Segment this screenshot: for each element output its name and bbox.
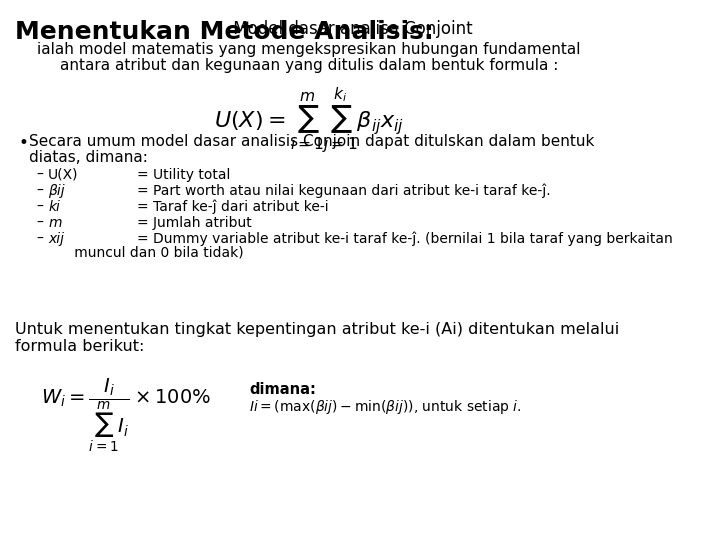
Text: ki: ki xyxy=(48,200,60,214)
Text: antara atribut dan kegunaan yang ditulis dalam bentuk formula :: antara atribut dan kegunaan yang ditulis… xyxy=(60,58,558,73)
Text: $Ii = (\max(\beta ij) - \min(\beta ij))$, untuk setiap $i$.: $Ii = (\max(\beta ij) - \min(\beta ij))$… xyxy=(249,398,521,416)
Text: = Utility total: = Utility total xyxy=(138,168,231,182)
Text: Model dasar analisa Conjoint: Model dasar analisa Conjoint xyxy=(228,20,472,38)
Text: –: – xyxy=(36,232,43,246)
Text: = Part worth atau nilai kegunaan dari atribut ke-i taraf ke-ĵ.: = Part worth atau nilai kegunaan dari at… xyxy=(138,184,551,199)
Text: –: – xyxy=(36,168,43,182)
Text: •: • xyxy=(19,134,29,152)
Text: Secara umum model dasar analisis Conjoin dapat ditulskan dalam bentuk: Secara umum model dasar analisis Conjoin… xyxy=(30,134,595,149)
Text: $U(X) = \sum_{i=1}^{m}\sum_{j=1}^{k_i} \beta_{ij} x_{ij}$: $U(X) = \sum_{i=1}^{m}\sum_{j=1}^{k_i} \… xyxy=(214,86,404,156)
Text: –: – xyxy=(36,216,43,230)
Text: βij: βij xyxy=(48,184,65,198)
Text: $W_i = \dfrac{I_i}{\sum_{i=1}^{m} I_i} \times 100\%$: $W_i = \dfrac{I_i}{\sum_{i=1}^{m} I_i} \… xyxy=(41,376,211,454)
Text: ialah model matematis yang mengekspresikan hubungan fundamental: ialah model matematis yang mengekspresik… xyxy=(37,42,581,57)
Text: Menentukan Metode Analisis:: Menentukan Metode Analisis: xyxy=(15,20,434,44)
Text: dimana:: dimana: xyxy=(249,382,316,397)
Text: U(X): U(X) xyxy=(48,168,78,182)
Text: m: m xyxy=(48,216,62,230)
Text: formula berikut:: formula berikut: xyxy=(15,339,145,354)
Text: diatas, dimana:: diatas, dimana: xyxy=(30,150,148,165)
Text: –: – xyxy=(36,200,43,214)
Text: muncul dan 0 bila tidak): muncul dan 0 bila tidak) xyxy=(48,246,243,260)
Text: xij: xij xyxy=(48,232,64,246)
Text: = Taraf ke-ĵ dari atribut ke-i: = Taraf ke-ĵ dari atribut ke-i xyxy=(138,200,329,214)
Text: –: – xyxy=(36,184,43,198)
Text: = Jumlah atribut: = Jumlah atribut xyxy=(138,216,252,230)
Text: = Dummy variable atribut ke-i taraf ke-ĵ. (bernilai 1 bila taraf yang berkaitan: = Dummy variable atribut ke-i taraf ke-ĵ… xyxy=(138,232,673,246)
Text: Untuk menentukan tingkat kepentingan atribut ke-i (Ai) ditentukan melalui: Untuk menentukan tingkat kepentingan atr… xyxy=(15,322,620,337)
